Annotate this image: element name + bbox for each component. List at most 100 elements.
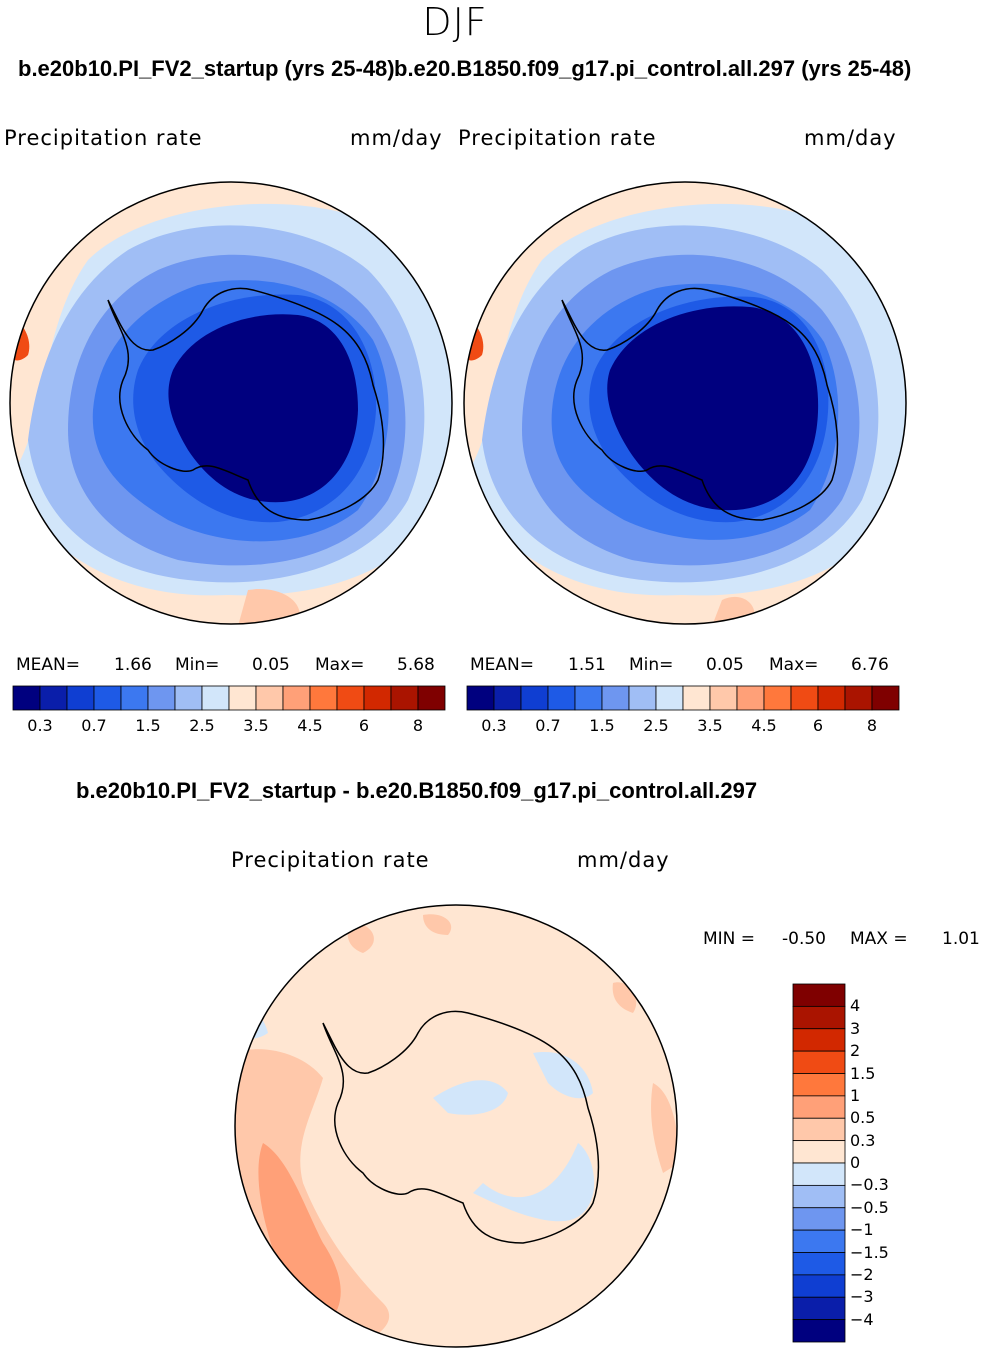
- diff-colorbar-swatch: [792, 1274, 846, 1298]
- left-colorbar: [12, 685, 446, 711]
- left-colorbar-swatch: [390, 685, 419, 711]
- left-min-value: 0.05: [252, 655, 290, 675]
- left-colorbar-tick-label: 6: [358, 716, 370, 735]
- left-colorbar-tick-label: 2.5: [189, 716, 215, 735]
- diff-colorbar: [792, 983, 846, 1343]
- left-mean-label: MEAN=: [16, 655, 80, 675]
- left-colorbar-swatch: [255, 685, 284, 711]
- diff-colorbar-ticks: 4 3 2 1.5 1 0.5 0.3 0 −0.3 −0.5 −1 −1.5 −2 −3 −4: [850, 984, 910, 1342]
- right-colorbar-swatch: [547, 685, 576, 711]
- left-colorbar-tick-label: 4.5: [297, 716, 323, 735]
- left-mean-value: 1.66: [114, 655, 152, 675]
- right-max-value: 6.76: [851, 655, 889, 675]
- left-colorbar-swatch: [417, 685, 446, 711]
- left-colorbar-swatch: [147, 685, 176, 711]
- diff-max-label: MAX =: [850, 929, 908, 949]
- left-colorbar-swatch: [39, 685, 68, 711]
- diff-colorbar-swatch: [792, 1005, 846, 1030]
- right-colorbar-swatch: [817, 685, 846, 711]
- left-colorbar-tick-label: 1.5: [135, 716, 161, 735]
- diff-colorbar-swatch: [792, 1117, 846, 1142]
- left-colorbar-tick-label: 8: [412, 716, 424, 735]
- right-units-label: mm/day: [804, 126, 897, 150]
- diff-colorbar-swatch: [792, 1073, 846, 1097]
- left-colorbar-swatch: [363, 685, 392, 711]
- diff-colorbar-swatch: [792, 1028, 846, 1052]
- right-mean-label: MEAN=: [470, 655, 534, 675]
- diff-colorbar-tick-label: 0: [850, 1153, 861, 1172]
- right-colorbar-swatch: [844, 685, 873, 711]
- right-colorbar-tick-label: 3.5: [697, 716, 723, 735]
- left-colorbar-ticks: 0.3 0.7 1.5 2.5 3.5 4.5 6 8: [13, 716, 445, 738]
- diff-colorbar-tick-label: 2: [850, 1041, 861, 1061]
- right-colorbar-tick-label: 4.5: [751, 716, 777, 735]
- right-mean-value: 1.51: [568, 655, 606, 675]
- diff-colorbar-swatch: [792, 1229, 846, 1253]
- left-min-label: Min=: [175, 655, 220, 675]
- right-colorbar-tick-label: 1.5: [589, 716, 615, 735]
- diff-min-value: -0.50: [782, 929, 826, 949]
- left-polar-map: [9, 181, 453, 625]
- left-colorbar-swatch: [12, 685, 41, 711]
- right-colorbar-swatch: [520, 685, 549, 711]
- diff-title: b.e20b10.PI_FV2_startup - b.e20.B1850.f0…: [76, 778, 758, 803]
- left-variable-label: Precipitation rate: [4, 126, 203, 150]
- diff-colorbar-swatch: [792, 983, 846, 1007]
- diff-colorbar-tick-label: −4: [850, 1309, 874, 1329]
- right-variable-label: Precipitation rate: [458, 126, 657, 150]
- left-colorbar-swatch: [93, 685, 122, 711]
- left-run-title: b.e20b10.PI_FV2_startup (yrs 25-48): [18, 56, 395, 81]
- right-colorbar-swatch: [736, 685, 765, 711]
- right-colorbar-tick-label: 8: [866, 716, 878, 735]
- right-max-label: Max=: [769, 655, 819, 675]
- diff-colorbar-tick-label: −1: [850, 1220, 874, 1240]
- right-colorbar-swatch: [628, 685, 657, 711]
- right-colorbar-tick-label: 0.3: [481, 716, 507, 735]
- diff-colorbar-swatch: [792, 1296, 846, 1321]
- right-colorbar-swatch: [574, 685, 603, 711]
- diff-polar-map: [234, 904, 678, 1348]
- diff-colorbar-tick-label: 0.5: [850, 1108, 876, 1128]
- season-title: DJF: [422, 0, 488, 44]
- diff-colorbar-swatch: [792, 1184, 846, 1209]
- right-colorbar-swatch: [709, 685, 738, 711]
- diff-colorbar-tick-label: 1.5: [850, 1063, 876, 1083]
- right-colorbar-tick-label: 6: [812, 716, 824, 735]
- right-colorbar-tick-label: 0.7: [535, 716, 561, 735]
- diff-colorbar-tick-label: 0.3: [850, 1130, 876, 1150]
- left-colorbar-swatch: [174, 685, 203, 711]
- left-colorbar-swatch: [201, 685, 230, 711]
- right-colorbar-swatch: [871, 685, 900, 711]
- right-colorbar-swatch: [466, 685, 495, 711]
- diff-colorbar-tick-label: −1.5: [850, 1242, 889, 1262]
- left-colorbar-swatch: [309, 685, 338, 711]
- left-colorbar-swatch: [120, 685, 149, 711]
- right-min-value: 0.05: [706, 655, 744, 675]
- right-min-label: Min=: [629, 655, 674, 675]
- left-colorbar-swatch: [336, 685, 365, 711]
- diff-colorbar-swatch: [792, 1252, 846, 1276]
- diff-min-label: MIN =: [703, 929, 756, 949]
- diff-colorbar-swatch: [792, 1095, 846, 1119]
- right-colorbar-swatch: [601, 685, 630, 711]
- right-colorbar-swatch: [790, 685, 819, 711]
- diff-colorbar-tick-label: 4: [850, 996, 861, 1016]
- left-max-value: 5.68: [397, 655, 435, 675]
- diff-colorbar-tick-label: 3: [850, 1018, 861, 1038]
- left-colorbar-tick-label: 0.3: [27, 716, 53, 735]
- diff-colorbar-tick-label: −0.5: [850, 1197, 889, 1217]
- diff-colorbar-swatch: [792, 1319, 846, 1343]
- diff-colorbar-tick-label: 1: [850, 1085, 861, 1105]
- left-colorbar-tick-label: 0.7: [81, 716, 107, 735]
- diff-units-label: mm/day: [577, 848, 670, 872]
- diff-colorbar-swatch: [792, 1162, 846, 1186]
- right-colorbar-ticks: 0.3 0.7 1.5 2.5 3.5 4.5 6 8: [467, 716, 899, 738]
- diff-variable-label: Precipitation rate: [231, 848, 430, 872]
- left-colorbar-swatch: [228, 685, 257, 711]
- right-colorbar: [466, 685, 900, 711]
- right-colorbar-swatch: [655, 685, 684, 711]
- diff-colorbar-swatch: [792, 1140, 846, 1164]
- left-max-label: Max=: [315, 655, 365, 675]
- left-units-label: mm/day: [350, 126, 443, 150]
- right-colorbar-swatch: [763, 685, 792, 711]
